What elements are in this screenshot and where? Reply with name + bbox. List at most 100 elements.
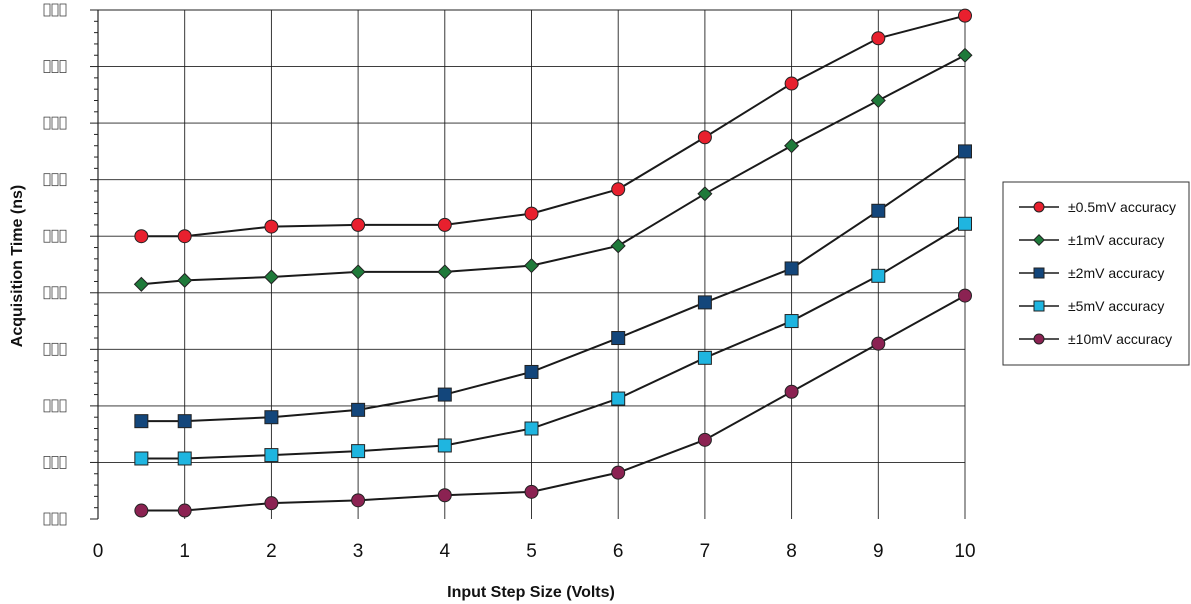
- data-point: [611, 465, 626, 480]
- legend-label: ±2mV accuracy: [1068, 265, 1164, 281]
- data-point: [871, 336, 886, 351]
- x-tick-label: 3: [353, 541, 364, 562]
- data-point: [351, 402, 366, 417]
- legend-label: ±10mV accuracy: [1068, 331, 1172, 347]
- x-tick-label: 0: [93, 541, 104, 562]
- y-tick-label: [43, 342, 67, 356]
- series: [134, 288, 972, 518]
- data-point: [784, 261, 799, 276]
- data-point: [611, 182, 626, 197]
- data-point: [958, 216, 972, 231]
- x-tick-label: 6: [613, 541, 624, 562]
- y-tick-label: [43, 286, 67, 300]
- x-tick-label: 2: [266, 541, 277, 562]
- data-point: [437, 217, 452, 232]
- legend-marker: [1033, 267, 1045, 279]
- series-line: [141, 54, 966, 286]
- data-point: [870, 92, 886, 109]
- legend-marker: [1033, 201, 1045, 213]
- x-tick-label: 7: [700, 541, 711, 562]
- data-point: [264, 219, 279, 234]
- y-tick-label: [43, 229, 67, 243]
- legend-item: ±1mV accuracy: [1019, 232, 1164, 248]
- x-tick-label: 9: [873, 541, 884, 562]
- data-point: [351, 493, 366, 508]
- x-tick-label: 5: [526, 541, 537, 562]
- data-point: [784, 138, 800, 154]
- tick-labels: 0 1 2 3 4 5 6 7 8 9 10: [43, 3, 976, 562]
- data-point: [697, 186, 713, 202]
- data-point: [784, 384, 799, 399]
- data-point: [958, 144, 972, 159]
- legend-marker: [1033, 300, 1045, 312]
- data-point: [177, 272, 193, 288]
- data-point: [524, 484, 539, 499]
- legend-marker: [1033, 234, 1045, 246]
- data-point: [610, 238, 626, 254]
- data-point: [134, 229, 149, 244]
- data-point: [524, 364, 539, 379]
- legend-item: ±5mV accuracy: [1019, 298, 1164, 314]
- legend-label: ±0.5mV accuracy: [1068, 199, 1176, 215]
- data-point: [264, 410, 279, 425]
- data-point: [133, 276, 149, 292]
- series: [133, 47, 973, 292]
- data-point: [611, 331, 626, 346]
- data-point: [524, 421, 539, 436]
- legend-label: ±5mV accuracy: [1068, 298, 1164, 314]
- data-point: [437, 438, 452, 453]
- series: [134, 144, 972, 429]
- x-tick-label: 4: [440, 541, 451, 562]
- data-point: [134, 414, 149, 429]
- y-axis-title: Acquisition Time (ns): [9, 185, 26, 347]
- series-group: [133, 8, 973, 518]
- x-axis-title: Input Step Size (Volts): [447, 584, 615, 601]
- data-point: [177, 229, 192, 244]
- legend-item: ±2mV accuracy: [1019, 265, 1164, 281]
- data-point: [871, 31, 886, 46]
- data-point: [263, 269, 279, 285]
- series: [134, 216, 972, 466]
- data-point: [871, 203, 886, 218]
- data-point: [177, 414, 192, 429]
- data-point: [697, 130, 712, 145]
- data-point: [957, 47, 973, 63]
- data-point: [264, 496, 279, 511]
- data-point: [437, 264, 453, 280]
- y-tick-label: [43, 116, 67, 130]
- series: [134, 8, 972, 244]
- series-line: [141, 14, 966, 238]
- data-point: [697, 295, 712, 310]
- legend-marker: [1033, 333, 1045, 345]
- data-point: [134, 503, 149, 518]
- legend-item: ±0.5mV accuracy: [1019, 199, 1176, 215]
- data-point: [784, 76, 799, 91]
- y-tick-label: [43, 60, 67, 73]
- data-point: [784, 314, 799, 329]
- y-tick-label: [43, 512, 67, 526]
- axes: [90, 9, 99, 520]
- data-point: [523, 258, 540, 274]
- y-tick-label: [43, 399, 67, 413]
- data-point: [437, 387, 452, 402]
- data-point: [437, 488, 452, 503]
- data-point: [958, 288, 972, 303]
- x-tick-label: 1: [179, 541, 190, 562]
- series-line: [141, 294, 966, 512]
- data-point: [697, 350, 712, 365]
- data-point: [264, 448, 279, 463]
- legend-item: ±10mV accuracy: [1019, 331, 1172, 347]
- legend-label: ±1mV accuracy: [1068, 232, 1164, 248]
- data-point: [350, 264, 366, 280]
- data-point: [351, 444, 366, 459]
- series-line: [141, 150, 966, 423]
- legend: ±0.5mV accuracy ±1mV accuracy ±2mV accurac…: [1002, 181, 1190, 366]
- x-tick-label: 8: [786, 541, 797, 562]
- data-point: [134, 451, 149, 466]
- data-point: [611, 391, 626, 406]
- data-point: [871, 268, 886, 283]
- y-tick-label: [43, 3, 67, 17]
- y-tick-label: [43, 456, 67, 469]
- data-point: [697, 432, 712, 447]
